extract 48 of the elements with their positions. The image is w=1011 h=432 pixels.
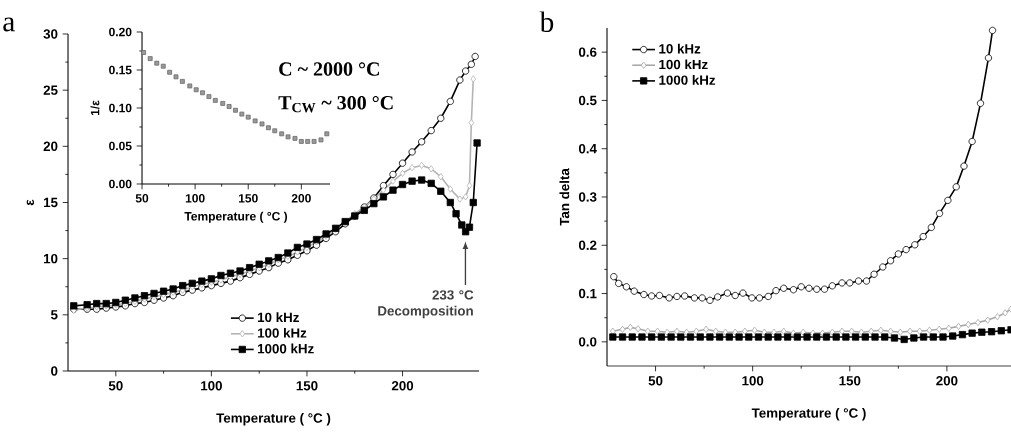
x-tick-label: 150 [296, 381, 318, 391]
y-tick-label: 0.6 [578, 47, 597, 57]
x-tick-label: 100 [201, 381, 222, 391]
y-tick-label: 0.05 [109, 141, 132, 151]
annotation: C ~ 2000 °C [279, 62, 379, 76]
x-tick-label: 150 [839, 376, 861, 386]
x-tick-label: 50 [108, 381, 123, 391]
y-tick-label: 0.0 [578, 337, 597, 347]
y-tick-label: 10 [43, 253, 58, 264]
y-tick-label: 0.10 [109, 103, 132, 113]
x-tick-label: 50 [648, 376, 663, 386]
x-tick-label: 200 [291, 194, 311, 203]
x-axis-title: Temperature ( °C ) [751, 407, 866, 421]
chart-title: a [3, 17, 15, 32]
x-tick-label: 150 [238, 194, 258, 203]
y-tick-label: 5 [50, 310, 58, 320]
y-tick-label: 30 [43, 29, 58, 39]
y-tick-label: 0.1 [578, 288, 597, 299]
annotation: T$_{CW}$ ~ 300 °C [278, 95, 393, 113]
y-axis-title: ε [26, 199, 34, 206]
x-axis-title: Temperature ( °C ) [184, 211, 288, 223]
x-tick-label: 100 [185, 194, 205, 203]
x-axis-title: Temperature ( °C ) [216, 412, 331, 426]
legend-label: 10 kHz [659, 43, 701, 54]
x-tick-label: 200 [936, 376, 958, 386]
x-tick-label: 200 [391, 381, 414, 391]
y-tick-label: 15 [43, 197, 58, 208]
y-tick-label: 0.4 [578, 143, 597, 154]
y-tick-label: 0.00 [109, 179, 132, 189]
legend-label: 1000 kHz [659, 75, 716, 85]
y-tick-label: 0.15 [109, 65, 132, 75]
legend-label: 10 kHz [257, 312, 299, 323]
y-tick-label: 20 [43, 141, 58, 152]
y-tick-label: 25 [43, 85, 58, 95]
y-axis-title: 1/ε [90, 100, 100, 116]
y-tick-label: 0.20 [109, 27, 132, 37]
y-tick-label: 0.3 [578, 192, 597, 202]
x-tick-label: 100 [742, 376, 764, 386]
chart-title: b [539, 11, 554, 33]
y-axis-title: Tan delta [559, 168, 570, 226]
legend-label: 100 kHz [257, 327, 307, 338]
y-tick-label: 0.2 [578, 240, 597, 250]
y-tick-label: 0.5 [578, 95, 597, 106]
x-tick-label: 50 [135, 194, 149, 203]
y-tick-label: 0 [51, 366, 58, 376]
annotation: 233 °C Decomposition [378, 290, 474, 319]
legend-label: 100 kHz [659, 59, 708, 70]
legend-label: 1000 kHz [257, 343, 314, 354]
